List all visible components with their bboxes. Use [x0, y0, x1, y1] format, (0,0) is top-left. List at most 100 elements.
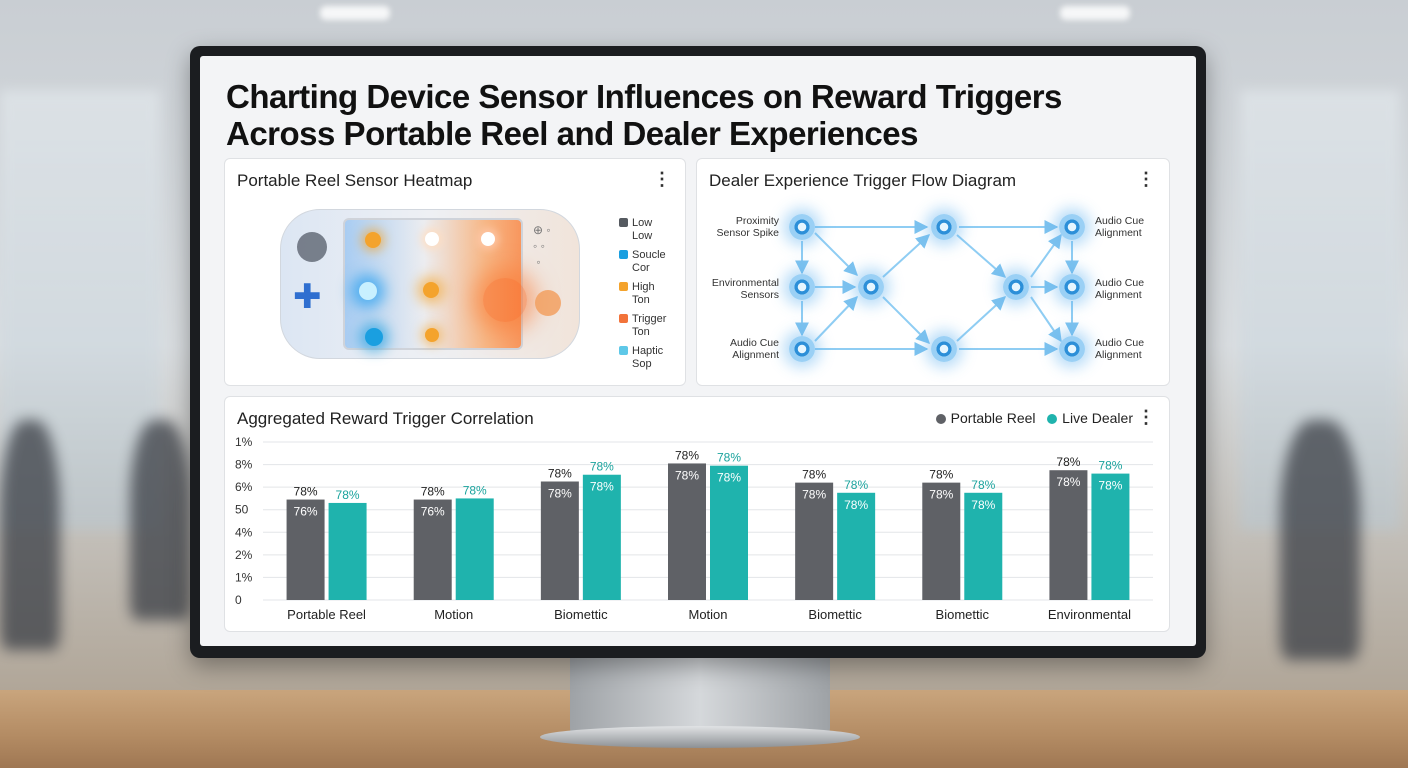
sensor-spot — [481, 232, 495, 246]
data-label: 78% — [717, 471, 741, 485]
legend-dot-dealer — [1047, 414, 1058, 424]
page-title-line-1: Charting Device Sensor Influences on Rew… — [226, 78, 1062, 115]
x-tick-label: Biomettic — [936, 607, 990, 622]
bar-live-dealer — [837, 492, 876, 600]
bar-portable-reel — [795, 482, 834, 600]
x-tick-label: Biomettic — [554, 607, 608, 622]
y-tick-label: 4% — [235, 525, 253, 539]
bar-live-dealer — [964, 492, 1003, 600]
flow-node — [789, 274, 815, 300]
more-options-icon[interactable]: ⋮ — [1137, 407, 1155, 427]
x-tick-label: Motion — [434, 607, 473, 622]
flow-node — [789, 336, 815, 362]
bar-chart-panel: Aggregated Reward Trigger Correlation Po… — [224, 396, 1170, 632]
heatmap-legend-item: Haptic Sop — [619, 345, 663, 371]
buttons-icon: ⊕ ◦ ◦ ◦ ◦ — [533, 223, 551, 269]
data-label: 78% — [929, 468, 953, 482]
legend-label: Low — [632, 230, 653, 242]
more-options-icon[interactable]: ⋮ — [653, 169, 671, 189]
data-label: 78% — [844, 498, 868, 512]
x-tick-label: Biomettic — [808, 607, 862, 622]
joystick-icon — [297, 232, 327, 262]
page-title-line-2: Across Portable Reel and Dealer Experien… — [226, 115, 919, 152]
sensor-spot — [365, 232, 381, 248]
data-label: 78% — [802, 488, 826, 502]
y-tick-label: 50 — [235, 503, 249, 517]
sensor-spot — [359, 282, 377, 300]
flow-node — [858, 274, 884, 300]
bar-portable-reel — [922, 482, 961, 600]
data-label: 78% — [929, 488, 953, 502]
legend-label: Trigger — [632, 313, 667, 325]
data-label: 78% — [717, 451, 741, 465]
legend-label: High — [632, 281, 655, 293]
y-tick-label: 0 — [235, 593, 242, 607]
background-person — [0, 420, 60, 650]
bar-chart-title: Aggregated Reward Trigger Correlation — [237, 409, 534, 428]
heatmap-legend-item: Trigger Ton — [619, 313, 666, 339]
legend-swatch — [619, 346, 628, 355]
legend-swatch — [619, 314, 628, 323]
data-label: 78% — [463, 483, 487, 497]
more-options-icon[interactable]: ⋮ — [1137, 169, 1155, 189]
legend-label: Low — [632, 217, 653, 229]
data-label: 78% — [1056, 475, 1080, 489]
y-tick-label: 2% — [235, 548, 253, 562]
heatmap-legend-item: Low Low — [619, 217, 652, 243]
legend-label: Cor — [632, 262, 650, 274]
monitor-stand — [570, 655, 830, 740]
legend-swatch — [619, 218, 628, 227]
flow-node — [1059, 214, 1085, 240]
bar-live-dealer — [1091, 473, 1130, 600]
device-screen — [343, 218, 527, 350]
background-person — [130, 420, 190, 620]
bar-portable-reel — [668, 463, 706, 600]
flow-label-audio-cue: Audio Cue Alignment — [1095, 215, 1145, 239]
dashboard-screen: Charting Device Sensor Influences on Rew… — [200, 56, 1196, 646]
legend-label-portable: Portable Reel — [950, 410, 1036, 426]
legend-label: Soucle — [632, 249, 666, 261]
sensor-spot — [423, 282, 439, 298]
bar-portable-reel — [1049, 470, 1088, 600]
bar-portable-reel — [540, 481, 579, 600]
monitor: Charting Device Sensor Influences on Rew… — [190, 46, 1206, 658]
flow-edges — [795, 220, 1079, 356]
data-label: 78% — [1098, 459, 1122, 473]
bar-live-dealer — [455, 498, 494, 600]
data-label: 78% — [1098, 479, 1122, 493]
data-label: 78% — [294, 485, 318, 499]
legend-swatch — [619, 250, 628, 259]
data-label: 78% — [844, 478, 868, 492]
trigger-hotspot — [483, 278, 527, 322]
flow-node — [1059, 336, 1085, 362]
bar-live-dealer — [582, 474, 621, 600]
legend-label: Ton — [632, 326, 650, 338]
flow-node — [1003, 274, 1029, 300]
x-tick-label: Motion — [688, 607, 727, 622]
background-person — [1280, 420, 1360, 660]
data-label: 78% — [548, 467, 572, 481]
flow-diagram-panel: Dealer Experience Trigger Flow Diagram ⋮ — [696, 158, 1170, 386]
legend-label: Sop — [632, 358, 652, 370]
legend-label: Ton — [632, 294, 650, 306]
data-label: 76% — [421, 505, 445, 519]
data-label: 76% — [294, 505, 318, 519]
flow-node — [1059, 274, 1085, 300]
portable-reel-device: ✚ ⊕ ◦ ◦ ◦ ◦ — [280, 209, 580, 359]
data-label: 78% — [675, 448, 699, 462]
data-label: 78% — [802, 468, 826, 482]
y-tick-label: 6% — [235, 480, 253, 494]
data-label: 78% — [421, 485, 445, 499]
sensor-spot — [365, 328, 383, 346]
y-tick-label: 1% — [235, 435, 253, 449]
bar-portable-reel — [286, 499, 325, 600]
bar-chart: 0 1% 2% 4% 50 6% 8% 1% 78% 76% 78% Portable Reel 78%… — [235, 435, 1153, 622]
bar-portable-reel — [413, 499, 452, 600]
joystick-icon — [535, 290, 561, 316]
legend-label: Haptic — [632, 345, 664, 357]
flow-label-proximity: Proximity Sensor Spike — [716, 215, 779, 239]
y-tick-label: 8% — [235, 458, 253, 472]
flow-label-audio-cue: Audio Cue Alignment — [1095, 337, 1145, 361]
data-label: 78% — [971, 498, 995, 512]
sensor-spot — [425, 328, 439, 342]
